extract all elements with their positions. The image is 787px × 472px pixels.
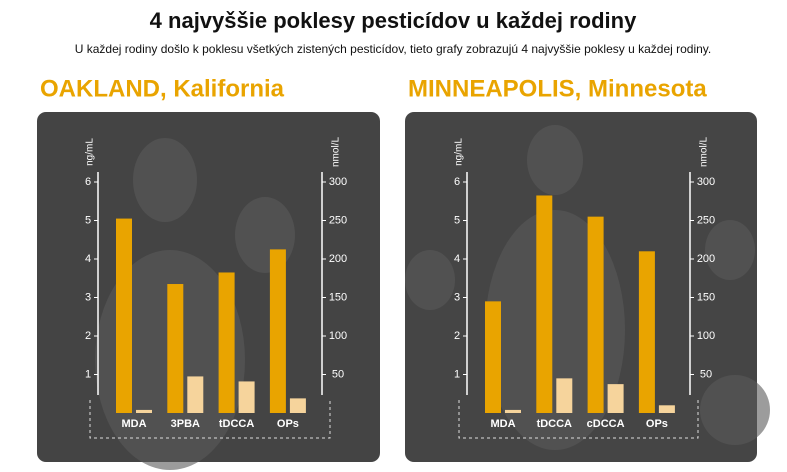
y2-tick-label: 100 (329, 330, 347, 342)
y2-tick-label: 200 (697, 253, 715, 265)
y2-tick-label: 50 (332, 368, 344, 380)
y-axis-title: ng/mL (454, 138, 465, 166)
y-tick-label: 6 (454, 176, 460, 188)
y2-tick-label: 250 (329, 214, 347, 226)
x-tick-label: OPs (277, 418, 299, 430)
y2-tick-label: 50 (700, 368, 712, 380)
chart-title: MINNEAPOLIS, Minnesota (408, 75, 707, 102)
y-tick-label: 5 (85, 214, 91, 226)
y-tick-label: 3 (85, 291, 91, 303)
x-tick-label: OPs (646, 418, 668, 430)
bar (238, 381, 255, 413)
y-tick-label: 6 (85, 176, 91, 188)
bar (638, 251, 655, 413)
y2-tick-label: 200 (329, 253, 347, 265)
bar (167, 284, 184, 413)
x-tick-label: tDCCA (537, 418, 572, 430)
bar (536, 195, 553, 413)
bracket (458, 400, 699, 439)
bracket (89, 400, 331, 439)
x-tick-label: MDA (121, 418, 146, 430)
x-tick-label: cDCCA (587, 418, 625, 430)
bar (505, 409, 521, 413)
page-title: 4 najvyššie poklesy pesticídov u každej … (150, 8, 637, 33)
y-tick-label: 4 (454, 253, 460, 265)
bar (556, 378, 573, 413)
bar (289, 398, 306, 413)
y-tick-label: 5 (454, 214, 460, 226)
y2-tick-label: 250 (697, 214, 715, 226)
x-tick-label: tDCCA (219, 418, 254, 430)
bar (485, 301, 501, 413)
y-axis-title: ng/mL (85, 138, 96, 166)
y2-tick-label: 150 (697, 291, 715, 303)
y2-tick-label: 150 (329, 291, 347, 303)
bar (218, 272, 235, 413)
y-tick-label: 1 (85, 368, 91, 380)
bar (269, 249, 286, 413)
y2-tick-label: 100 (697, 330, 715, 342)
bar (658, 405, 675, 413)
page-subtitle: U každej rodiny došlo k poklesu všetkých… (75, 42, 712, 56)
y-tick-label: 3 (454, 291, 460, 303)
y-tick-label: 2 (85, 330, 91, 342)
bar (187, 376, 204, 413)
bar (136, 409, 152, 413)
y2-axis-title: nmol/L (699, 137, 710, 167)
bar (607, 384, 624, 413)
bar (587, 216, 604, 413)
bar (116, 218, 132, 413)
chart-title: OAKLAND, Kalifornia (40, 75, 285, 102)
x-tick-label: MDA (490, 418, 515, 430)
y-tick-label: 2 (454, 330, 460, 342)
y2-axis-title: nmol/L (331, 137, 342, 167)
x-tick-label: 3PBA (171, 418, 200, 430)
y-tick-label: 4 (85, 253, 91, 265)
y-tick-label: 1 (454, 368, 460, 380)
y2-tick-label: 300 (697, 176, 715, 188)
y2-tick-label: 300 (329, 176, 347, 188)
